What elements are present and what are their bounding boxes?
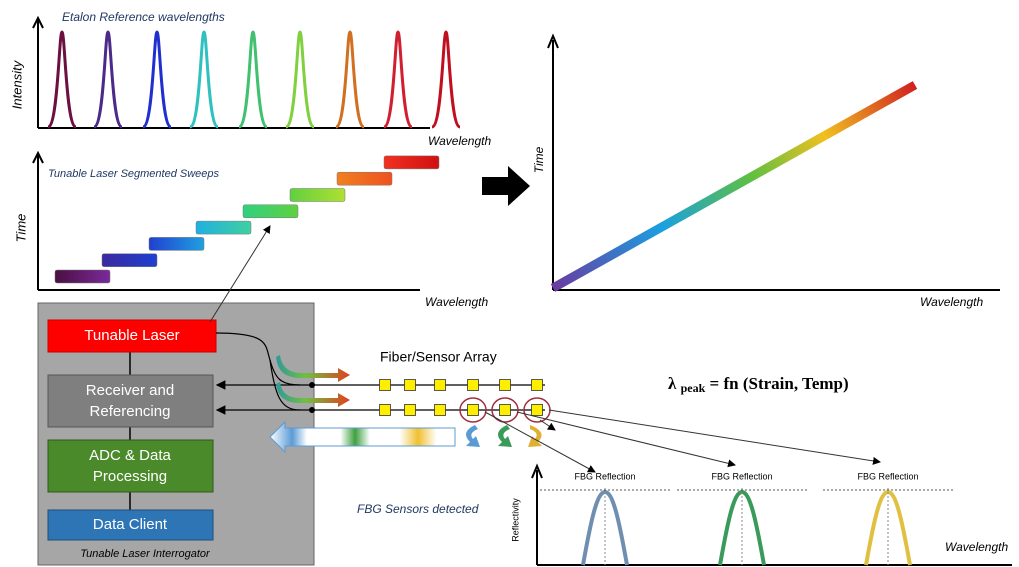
sweep-segment	[242, 204, 299, 219]
chart-title: Etalon Reference wavelengths	[62, 10, 225, 24]
block-label: Data Client	[93, 516, 168, 533]
sweep-segment	[54, 269, 111, 284]
sweep-line	[550, 81, 918, 292]
etalon-peak	[382, 30, 414, 129]
fbg-sensor	[404, 379, 416, 391]
etalon-peak	[92, 30, 124, 129]
sweep-segment	[101, 253, 158, 267]
formula: λ peak = fn (Strain, Temp)	[668, 374, 849, 397]
subscript: peak	[681, 381, 706, 395]
block-label: ADC & Data	[89, 447, 171, 464]
arrow	[482, 166, 530, 206]
fbg-sensor	[531, 379, 543, 391]
axis-label: Wavelength	[425, 295, 488, 309]
axis-label: Wavelength	[945, 540, 1008, 554]
peak-label: FBG Reflection	[857, 471, 918, 481]
block	[47, 439, 214, 493]
axis-label: Wavelength	[428, 134, 491, 148]
axis-label: Time	[13, 214, 28, 243]
fbg-sensor	[467, 404, 479, 416]
fbg-sensor	[379, 379, 391, 391]
block-label: Receiver and	[86, 382, 174, 399]
etalon-peak	[237, 30, 269, 129]
expression: = fn (Strain, Temp)	[710, 374, 849, 393]
fbg-sensor	[404, 404, 416, 416]
sweep-segment	[148, 237, 205, 251]
block-label: Referencing	[90, 403, 171, 420]
caption: Tunable Laser Interrogator	[80, 548, 211, 560]
etalon-peak	[46, 30, 78, 129]
block	[47, 374, 214, 428]
etalon-peak	[430, 30, 462, 129]
chart-title: Tunable Laser Segmented Sweeps	[48, 168, 220, 180]
sweep-segment	[383, 155, 440, 170]
fbg-sensor	[379, 404, 391, 416]
block-label: Processing	[93, 468, 167, 485]
fbg-sensor	[434, 379, 446, 391]
label: FBG Sensors detected	[357, 502, 479, 516]
sweep-segment	[195, 220, 252, 235]
fbg-sensor	[467, 379, 479, 391]
etalon-peak	[141, 30, 173, 129]
peak-label: FBG Reflection	[574, 471, 635, 481]
axis-label: Wavelength	[920, 295, 983, 309]
etalon-peak	[284, 30, 316, 129]
fbg-sensor	[531, 404, 543, 416]
block	[47, 319, 217, 353]
etalon-peak	[188, 30, 220, 129]
sweep-segment	[336, 171, 393, 186]
etalon-peak	[334, 30, 366, 129]
peak-label: FBG Reflection	[711, 471, 772, 481]
block-label: Tunable Laser	[84, 327, 179, 344]
fbg-sensor	[434, 404, 446, 416]
axis-label: Reflectivity	[510, 498, 520, 542]
axis-label: Time	[532, 146, 546, 173]
axis-label: Intensity	[9, 59, 24, 109]
fbg-sensor	[499, 404, 511, 416]
block	[47, 509, 214, 541]
label: Fiber/Sensor Array	[380, 349, 497, 365]
fbg-sensor	[499, 379, 511, 391]
sweep-segment	[289, 188, 346, 202]
symbol: λ	[668, 374, 677, 393]
